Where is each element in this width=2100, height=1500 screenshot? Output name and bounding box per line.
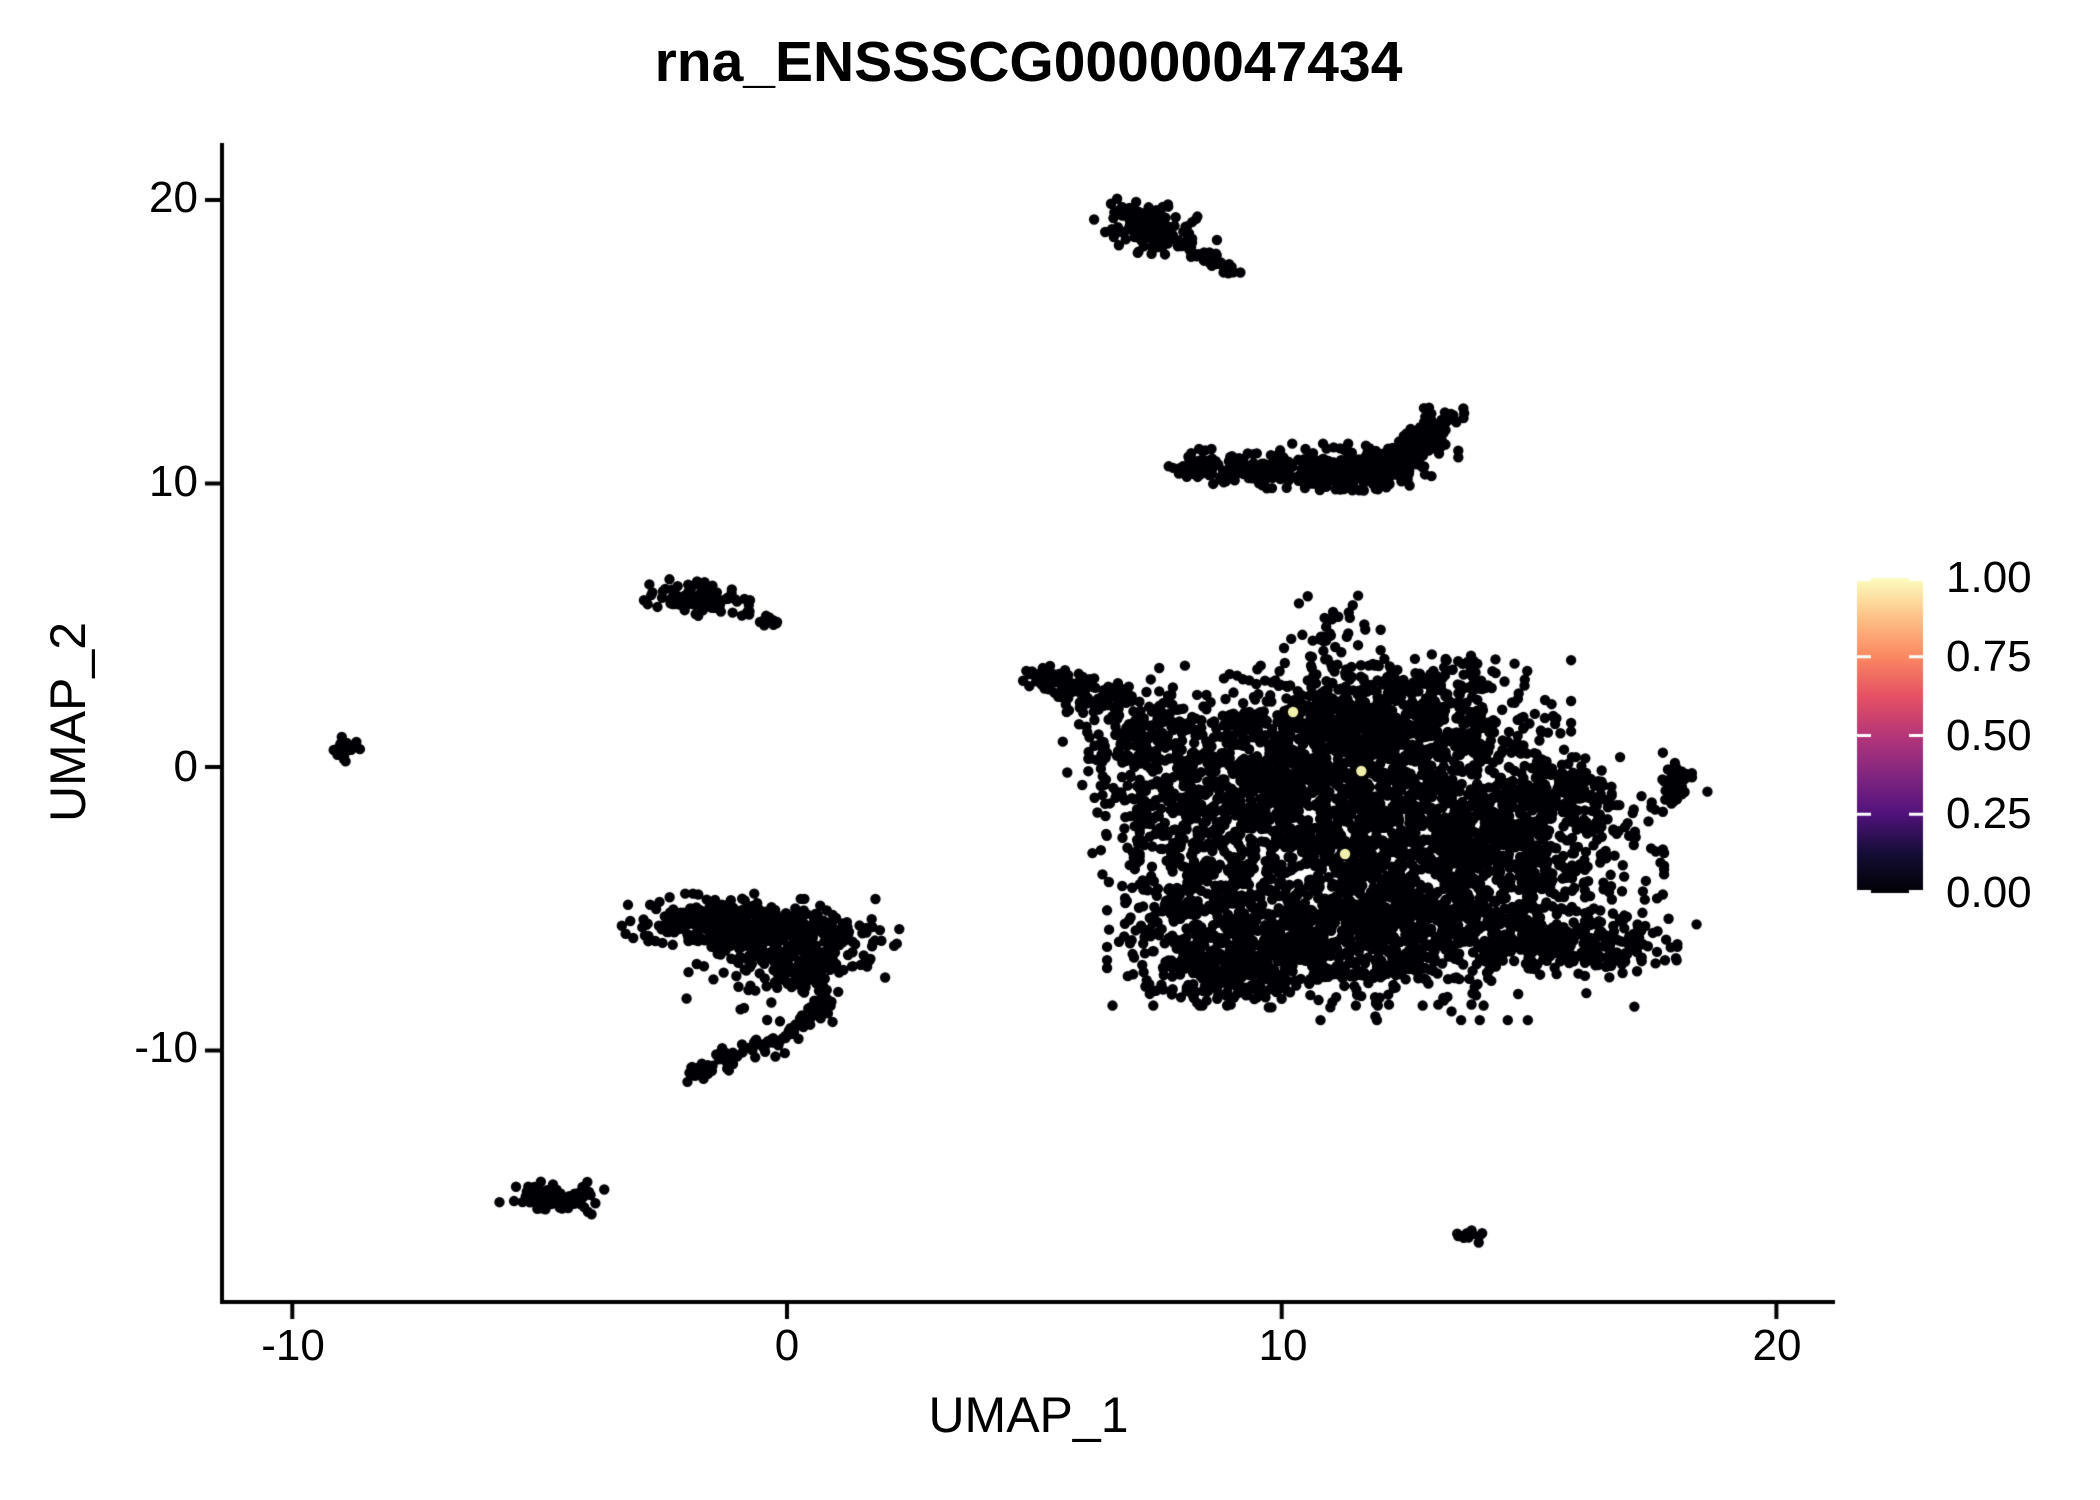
y-axis-title: UMAP_2 (40, 621, 96, 823)
y-tick-label-neg10: -10 (134, 1023, 198, 1072)
x-axis-title: UMAP_1 (928, 1387, 1129, 1443)
x-tick-label-0: 0 (774, 1321, 800, 1370)
y-tick-label-0: 0 (173, 742, 198, 791)
y-tick-label-10: 10 (149, 457, 198, 506)
y-tick-label-20: 20 (149, 173, 198, 222)
legend-tick-label-075: 0.75 (1946, 632, 2032, 681)
plot-title: rna_ENSSSCG00000047434 (654, 30, 1403, 94)
legend-tick-label-050: 0.50 (1946, 711, 2032, 760)
legend-tick-label-025: 0.25 (1946, 789, 2032, 838)
x-tick-label-20: 20 (1752, 1321, 1802, 1370)
legend-tick-label-000: 0.00 (1946, 868, 2032, 917)
legend-tick-label-100: 1.00 (1946, 553, 2032, 602)
x-tick-label-10: 10 (1258, 1321, 1308, 1370)
x-tick-label-neg10: -10 (261, 1321, 325, 1370)
